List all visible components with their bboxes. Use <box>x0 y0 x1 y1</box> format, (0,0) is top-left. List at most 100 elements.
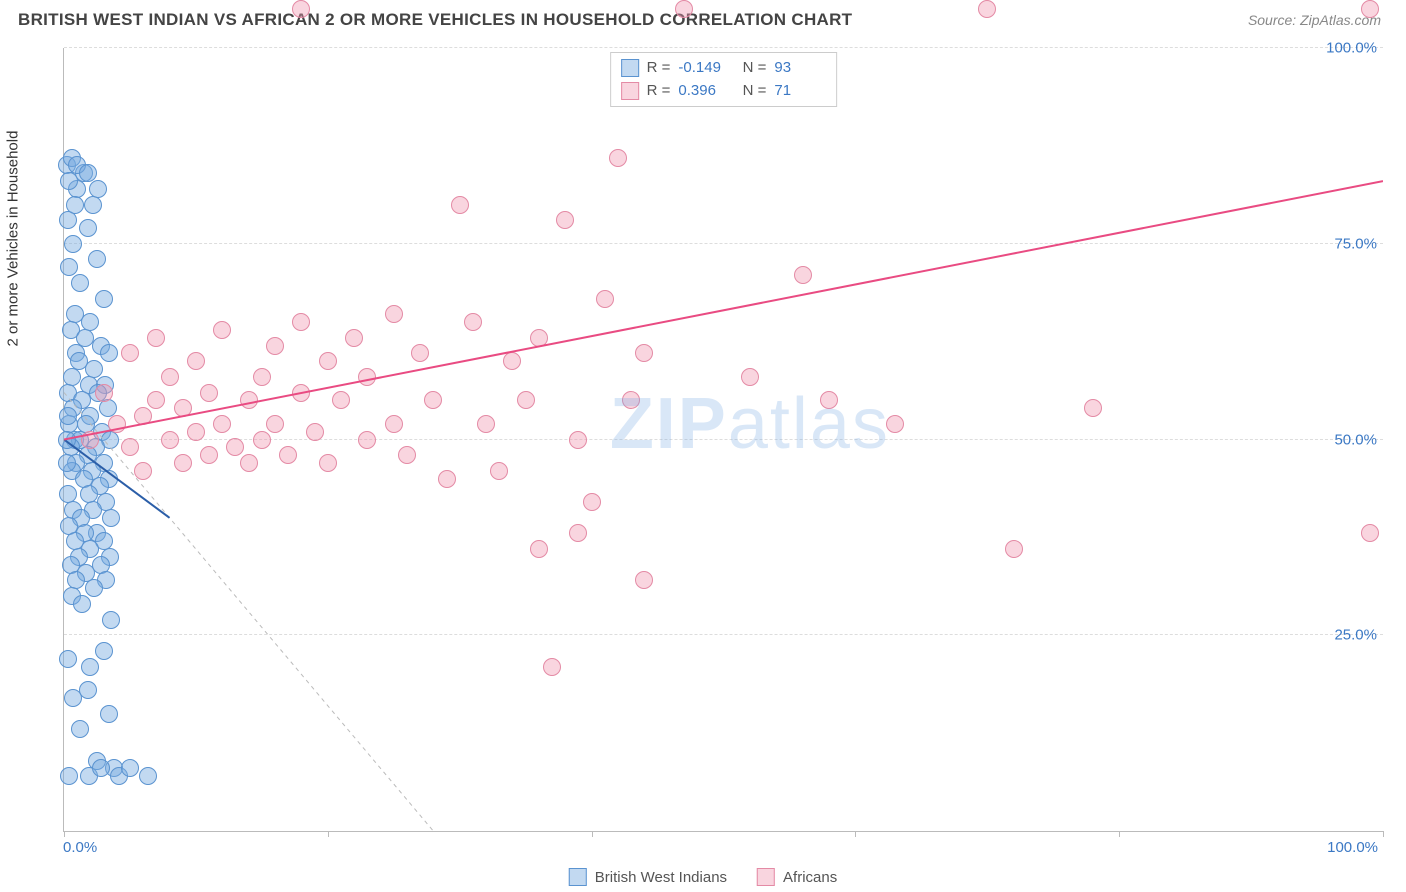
legend-swatch <box>757 868 775 886</box>
data-point <box>609 149 627 167</box>
data-point <box>226 438 244 456</box>
data-point <box>79 219 97 237</box>
data-point <box>58 454 76 472</box>
data-point <box>85 579 103 597</box>
data-point <box>200 384 218 402</box>
data-point <box>279 446 297 464</box>
data-point <box>161 431 179 449</box>
gridline <box>64 634 1383 635</box>
x-axis-max-label: 100.0% <box>1327 839 1378 856</box>
data-point <box>464 313 482 331</box>
legend-item: British West Indians <box>569 868 727 886</box>
stat-r-value: -0.149 <box>678 57 730 80</box>
data-point <box>253 368 271 386</box>
data-point <box>345 329 363 347</box>
data-point <box>71 720 89 738</box>
plot-area: ZIPatlas R =-0.149 N =93R =0.396 N =71 2… <box>63 48 1383 832</box>
data-point <box>1084 399 1102 417</box>
x-tick <box>328 831 329 837</box>
gridline <box>64 47 1383 48</box>
data-point <box>411 344 429 362</box>
data-point <box>81 431 99 449</box>
data-point <box>978 0 996 18</box>
data-point <box>820 391 838 409</box>
gridline <box>64 243 1383 244</box>
stat-r-label: R = <box>647 80 671 103</box>
data-point <box>102 611 120 629</box>
data-point <box>398 446 416 464</box>
data-point <box>213 415 231 433</box>
data-point <box>174 399 192 417</box>
data-point <box>1361 524 1379 542</box>
data-point <box>240 391 258 409</box>
stat-n-label: N = <box>738 57 766 80</box>
data-point <box>73 595 91 613</box>
legend-item: Africans <box>757 868 837 886</box>
stats-row: R =0.396 N =71 <box>621 80 827 103</box>
data-point <box>134 462 152 480</box>
data-point <box>95 290 113 308</box>
data-point <box>319 352 337 370</box>
data-point <box>583 493 601 511</box>
data-point <box>60 172 78 190</box>
data-point <box>569 431 587 449</box>
data-point <box>121 344 139 362</box>
data-point <box>1005 540 1023 558</box>
data-point <box>102 509 120 527</box>
data-point <box>451 196 469 214</box>
data-point <box>886 415 904 433</box>
data-point <box>60 767 78 785</box>
data-point <box>59 211 77 229</box>
data-point <box>622 391 640 409</box>
data-point <box>174 454 192 472</box>
data-point <box>438 470 456 488</box>
series-swatch <box>621 59 639 77</box>
data-point <box>490 462 508 480</box>
data-point <box>81 658 99 676</box>
x-tick <box>64 831 65 837</box>
x-tick <box>592 831 593 837</box>
data-point <box>84 196 102 214</box>
data-point <box>424 391 442 409</box>
data-point <box>134 407 152 425</box>
data-point <box>385 415 403 433</box>
legend-label: Africans <box>783 869 837 886</box>
x-axis-min-label: 0.0% <box>63 839 97 856</box>
stats-box: R = -0.149 N = 93R =0.396 N =71 <box>610 52 838 107</box>
data-point <box>266 337 284 355</box>
series-swatch <box>621 82 639 100</box>
data-point <box>635 571 653 589</box>
legend-label: British West Indians <box>595 869 727 886</box>
y-tick-label: 100.0% <box>1326 40 1377 57</box>
data-point <box>1361 0 1379 18</box>
data-point <box>240 454 258 472</box>
chart-container: 2 or more Vehicles in Household ZIPatlas… <box>18 40 1388 852</box>
y-tick-label: 75.0% <box>1334 235 1377 252</box>
stats-row: R =-0.149 N =93 <box>621 57 827 80</box>
data-point <box>569 524 587 542</box>
data-point <box>100 344 118 362</box>
data-point <box>89 180 107 198</box>
data-point <box>79 681 97 699</box>
data-point <box>64 235 82 253</box>
data-point <box>292 0 310 18</box>
data-point <box>88 250 106 268</box>
data-point <box>530 540 548 558</box>
data-point <box>503 352 521 370</box>
data-point <box>530 329 548 347</box>
data-point <box>385 305 403 323</box>
watermark: ZIPatlas <box>610 383 890 465</box>
stat-n-value: 71 <box>774 80 826 103</box>
stat-n-value: 93 <box>774 57 826 80</box>
data-point <box>200 446 218 464</box>
x-tick <box>1383 831 1384 837</box>
data-point <box>675 0 693 18</box>
x-tick <box>1119 831 1120 837</box>
data-point <box>161 368 179 386</box>
data-point <box>58 431 76 449</box>
data-point <box>794 266 812 284</box>
legend-swatch <box>569 868 587 886</box>
data-point <box>147 329 165 347</box>
y-axis-label: 2 or more Vehicles in Household <box>5 131 22 347</box>
data-point <box>596 290 614 308</box>
